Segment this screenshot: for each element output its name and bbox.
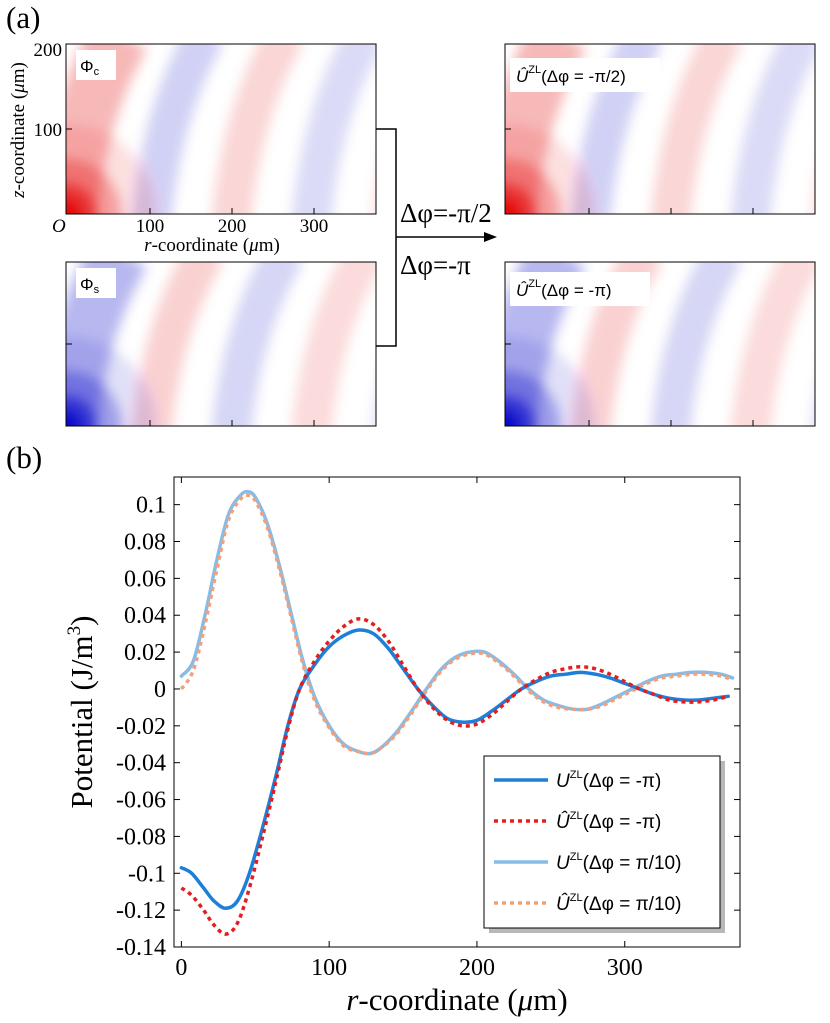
r-axis-label: r-coordinate (μm) [144, 235, 280, 256]
heatmap-phi-s [65, 261, 377, 427]
z-axis-label: z-coordinate (μm) [8, 62, 29, 199]
series-lines [179, 489, 735, 936]
legend-label-0: UZL(Δφ = -π) [556, 769, 661, 792]
svg-text:Φs: Φs [80, 275, 100, 296]
y-axis-title: Potential (J/m3) [64, 616, 99, 809]
y-tick-label: -0.02 [116, 714, 166, 740]
y-tick-label: 0.06 [124, 566, 166, 592]
y-tick-label: -0.06 [116, 788, 166, 814]
y-tick-label: -0.04 [116, 751, 166, 777]
svg-text:ÛZL(Δφ = -π/2): ÛZL(Δφ = -π/2) [516, 64, 626, 86]
x-axis-title: r-coordinate (μm) [346, 982, 567, 1017]
series-line-1 [180, 617, 729, 936]
label-u-hat-half-pi: ÛZL(Δφ = -π/2) [510, 58, 660, 92]
y-tick-label: 0.02 [124, 640, 166, 666]
label-phi-c: Φc [76, 50, 116, 80]
y-tick-label: -0.08 [116, 824, 166, 850]
heatmap-ticks [66, 128, 754, 426]
heatmap-source-glow [505, 412, 519, 426]
arrow-label-pi: Δφ=-π [400, 250, 471, 280]
series-line-3 [179, 493, 734, 756]
r-tick-100: 100 [136, 216, 165, 237]
heatmap-band [730, 262, 815, 426]
svg-text:ÛZL(Δφ = -π): ÛZL(Δφ = -π) [516, 278, 612, 300]
heatmap-band [291, 44, 376, 214]
origin-label: O [52, 216, 66, 237]
heatmap-source-glow [505, 200, 519, 214]
label-phi-s: Φs [76, 268, 116, 298]
panel-a-label: (a) [6, 0, 40, 35]
heatmap-band [371, 181, 376, 214]
svg-text:Φc: Φc [80, 57, 100, 78]
combine-bracket [376, 128, 494, 347]
arrow-head [484, 232, 497, 242]
heatmap-source-glow [66, 412, 80, 426]
legend: UZL(Δφ = -π) ÛZL(Δφ = -π) UZL(Δφ = π/10) ÛZ… [483, 755, 725, 933]
heatmap-band [211, 262, 304, 426]
x-tick-label: 200 [459, 955, 495, 981]
r-tick-200: 200 [218, 216, 247, 237]
heatmap-band [291, 262, 376, 426]
y-tick-label: 0 [154, 677, 166, 703]
heatmap-band [650, 262, 743, 426]
legend-label-1: ÛZL(Δφ = -π) [556, 810, 661, 833]
z-tick-200: 200 [34, 40, 63, 61]
heatmap-source-glow [66, 200, 80, 214]
x-tick-label: 100 [311, 955, 347, 981]
heatmap-band [650, 44, 743, 214]
y-tick-label: -0.14 [116, 935, 166, 961]
y-axis: -0.14 -0.12 -0.1 -0.08 -0.06 -0.04 -0.02 0 0.02 0… [116, 493, 740, 961]
heatmap-band [211, 44, 304, 214]
heatmap-band [730, 44, 815, 214]
legend-label-2: UZL(Δφ = π/10) [556, 851, 681, 874]
y-tick-label: 0.1 [136, 493, 166, 519]
label-u-hat-pi: ÛZL(Δφ = -π) [510, 272, 650, 306]
legend-label-3: ÛZL(Δφ = π/10) [556, 892, 681, 915]
x-tick-label: 0 [175, 955, 187, 981]
r-tick-300: 300 [300, 216, 329, 237]
x-axis: 0 100 200 300 [175, 477, 643, 981]
arrow-label-half-pi: Δφ=-π/2 [400, 198, 492, 228]
panel-b-label: (b) [6, 440, 42, 475]
x-tick-label: 300 [607, 955, 643, 981]
y-tick-label: -0.1 [128, 861, 166, 887]
y-tick-label: 0.08 [124, 530, 166, 556]
y-tick-label: -0.12 [116, 898, 166, 924]
z-tick-100: 100 [34, 120, 63, 141]
y-tick-label: 0.04 [124, 603, 166, 629]
